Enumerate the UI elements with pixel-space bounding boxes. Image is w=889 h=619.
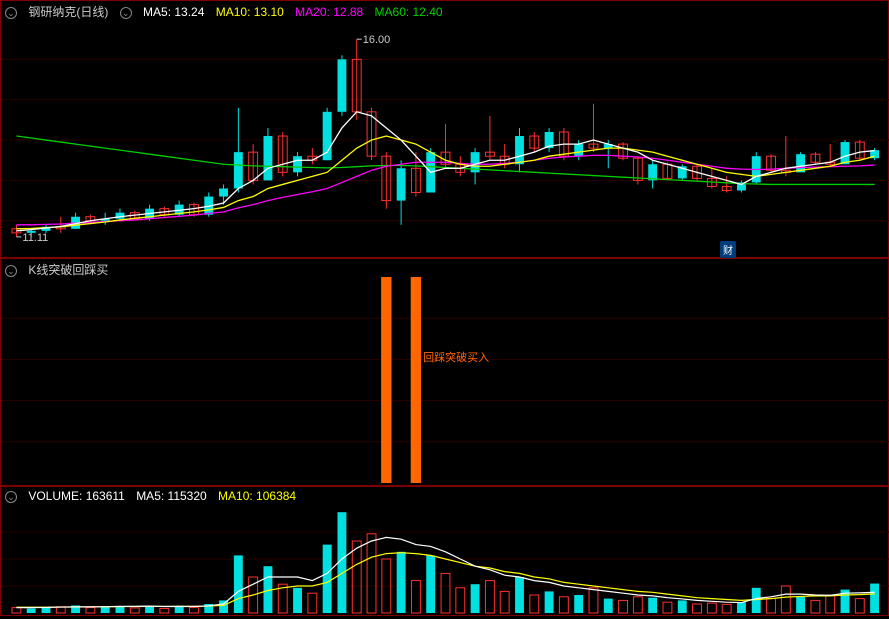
collapse-icon[interactable]: ⌄	[5, 7, 17, 19]
volume-panel[interactable]: ⌄ VOLUME: 163611 MA5: 115320 MA10: 10638…	[0, 486, 889, 616]
signal-text-label: 回踩突破买入	[423, 349, 489, 365]
svg-text:11.11: 11.11	[22, 232, 48, 244]
collapse-icon[interactable]: ⌄	[5, 265, 17, 277]
stock-title: 钢研纳克(日线)	[28, 5, 108, 19]
volume-title: VOLUME: 163611	[28, 489, 125, 503]
ma10-label: MA10: 13.10	[216, 5, 284, 19]
collapse-icon[interactable]: ⌄	[120, 7, 132, 19]
vol-ma10-label: MA10: 106384	[218, 489, 296, 503]
signal-title: K线突破回踩买	[28, 263, 108, 277]
vol-ma5-label: MA5: 115320	[136, 489, 207, 503]
price-panel[interactable]: ⌄ 钢研纳克(日线) ⌄ MA5: 13.24 MA10: 13.10 MA20…	[0, 0, 889, 258]
signal-header: ⌄ K线突破回踩买	[5, 261, 116, 278]
svg-text:16.00: 16.00	[363, 34, 391, 46]
price-header: ⌄ 钢研纳克(日线) ⌄ MA5: 13.24 MA10: 13.10 MA20…	[5, 3, 451, 20]
price-chart-svg: 16.00 11.11	[1, 1, 889, 259]
volume-header: ⌄ VOLUME: 163611 MA5: 115320 MA10: 10638…	[5, 489, 304, 503]
volume-chart-svg	[1, 487, 889, 617]
cai-badge[interactable]: 财	[720, 241, 736, 258]
signal-panel[interactable]: ⌄ K线突破回踩买 回踩突破买入	[0, 258, 889, 486]
ma5-label: MA5: 13.24	[143, 5, 204, 19]
signal-chart-svg	[1, 259, 889, 487]
ma60-label: MA60: 12.40	[375, 5, 443, 19]
collapse-icon[interactable]: ⌄	[5, 491, 17, 503]
ma20-label: MA20: 12.88	[295, 5, 363, 19]
